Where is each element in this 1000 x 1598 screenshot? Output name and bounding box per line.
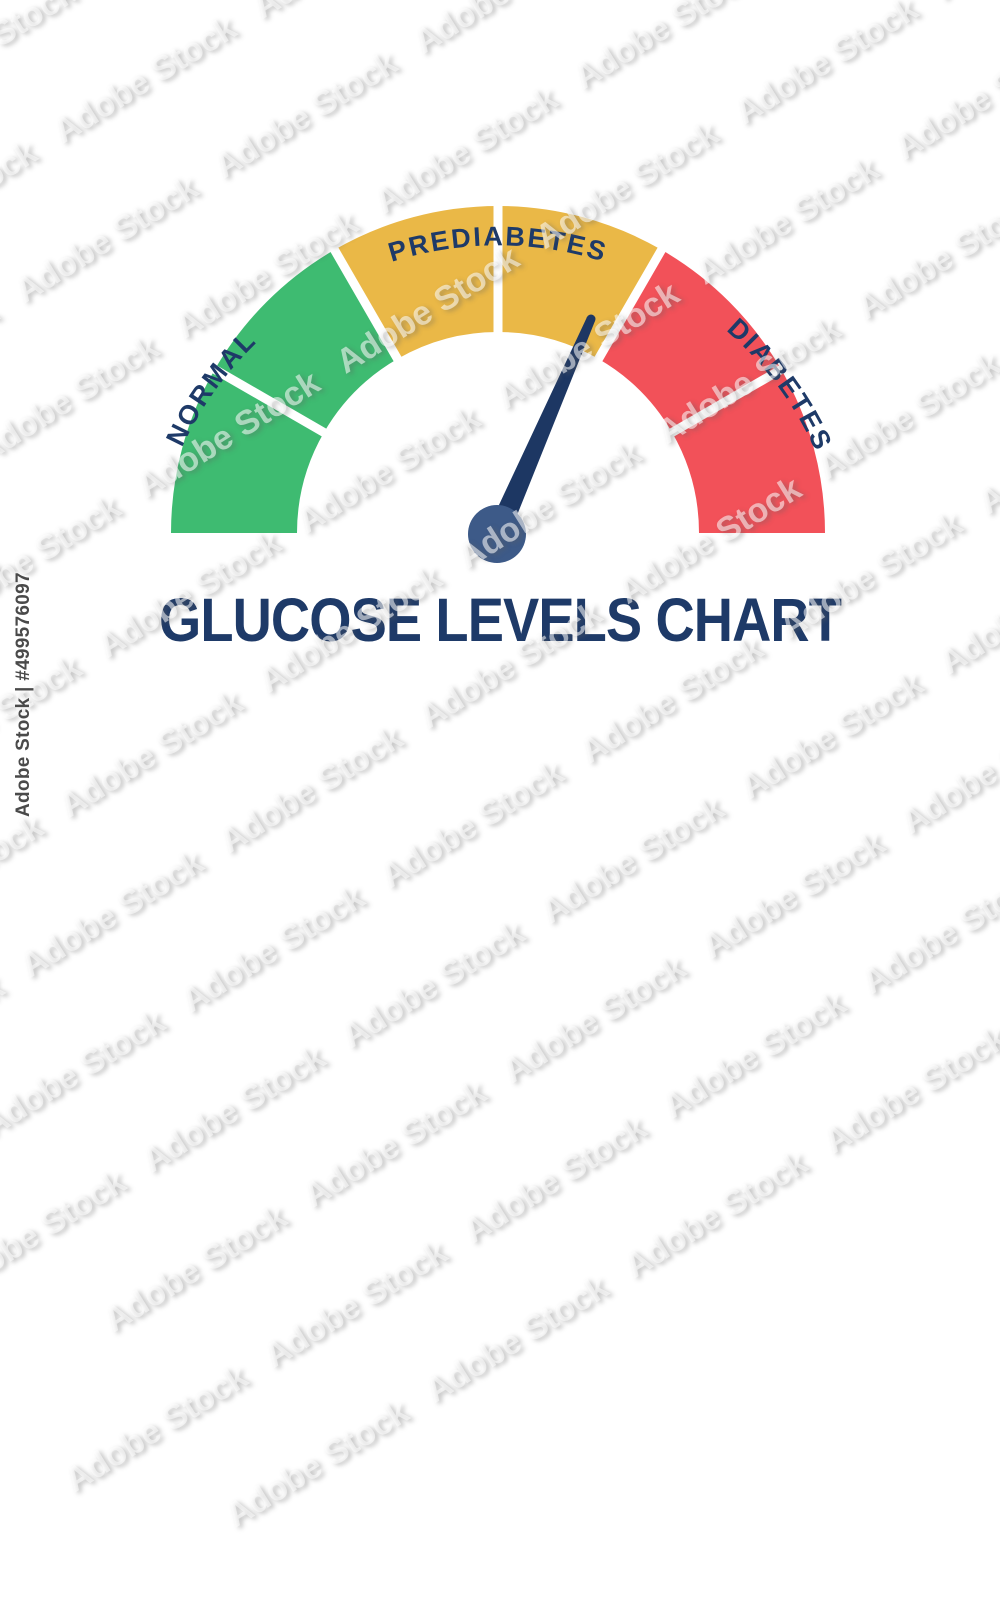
chart-title: GLUCOSE LEVELS CHART: [159, 586, 842, 654]
segment-dividers: [203, 196, 793, 441]
adobe-stock-watermark-tile: Adobe Stock: [296, 1072, 493, 1216]
adobe-stock-watermark-tile: Adobe Stock: [257, 1233, 454, 1376]
gauge-segment-diabetes-1: [598, 249, 782, 433]
needle-tip: [586, 314, 596, 324]
gauge-segment-prediabetes-1: [334, 206, 498, 359]
gauge-segment-normal-2: [214, 249, 398, 433]
adobe-stock-watermark-tile: Adobe Stock: [817, 1018, 1000, 1162]
adobe-stock-watermark-tile: Adobe Stock: [334, 913, 532, 1056]
adobe-stock-watermark-tile: Adobe Stock: [495, 948, 693, 1091]
adobe-stock-watermark-tile: Adobe Stock: [0, 1002, 172, 1145]
glucose-gauge-illustration: NORMAL PREDIABETES DIABETES GLUCOSE LEVE…: [0, 0, 1000, 1535]
adobe-stock-watermark-tile: Adobe Stock: [617, 1143, 815, 1286]
adobe-stock-watermark-tile: Adobe Stock: [174, 877, 372, 1021]
adobe-stock-watermark-tile: Adobe Stock: [58, 1357, 255, 1500]
gauge-segment-prediabetes-2: [498, 206, 662, 359]
adobe-stock-watermark-tile: Adobe Stock: [135, 1037, 332, 1181]
adobe-stock-watermark-tile: Adobe Stock: [855, 859, 1000, 1002]
gauge-needle: [468, 314, 596, 563]
adobe-stock-watermark-tile: Adobe Stock: [418, 1268, 615, 1411]
gauge-segment-normal-1: [171, 369, 324, 533]
gauge-ring: [171, 206, 825, 533]
gauge-chart: NORMAL PREDIABETES DIABETES: [160, 196, 837, 563]
adobe-stock-watermark-tile: Adobe Stock: [656, 983, 853, 1127]
adobe-stock-watermark-tile: Adobe Stock: [0, 1162, 133, 1305]
gauge-segment-diabetes-2: [672, 369, 825, 533]
needle-hub: [468, 505, 526, 563]
adobe-stock-watermark-tile: Adobe Stock: [219, 1392, 416, 1535]
adobe-stock-watermark-tile: Adobe Stock: [13, 842, 211, 986]
adobe-stock-watermark-tile: Adobe Stock: [456, 1108, 654, 1251]
adobe-stock-watermark-tile: Adobe Stock: [0, 967, 11, 1109]
adobe-stock-watermark-tile: Adobe Stock: [97, 1197, 294, 1340]
needle-body: [487, 317, 596, 538]
adobe-stock-watermark-tile: Adobe Stock: [695, 823, 892, 967]
